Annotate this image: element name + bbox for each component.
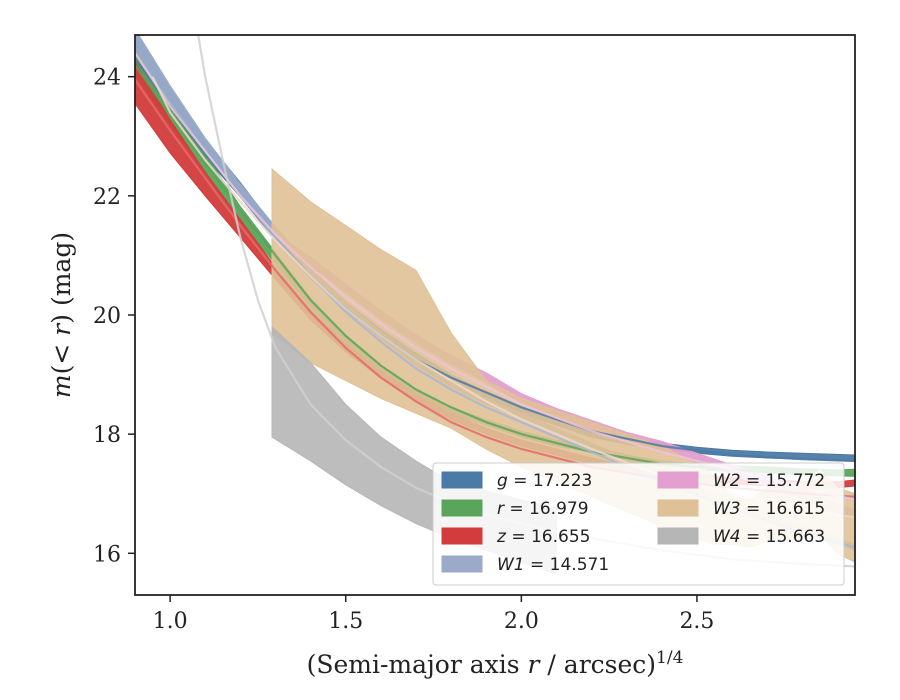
y-axis-label: m(< r) (mag) (47, 232, 76, 398)
legend-label-w2: W2 = 15.772 (713, 471, 825, 491)
y-tick-label: 18 (93, 423, 121, 448)
x-tick-label: 1.5 (328, 609, 363, 634)
legend: g = 17.223 r = 16.979 z = 16.655 W1 = 14.57… (432, 462, 845, 586)
legend-swatch-w3 (657, 499, 699, 517)
legend-swatch-z (441, 527, 483, 545)
x-axis-label: (Semi-major axis r / arcsec)1/4 (307, 648, 684, 679)
y-tick-label: 22 (93, 185, 121, 210)
y-tick-label: 24 (93, 66, 121, 91)
legend-swatch-w2 (657, 471, 699, 489)
legend-swatch-r (441, 499, 483, 517)
legend-label-w4: W4 = 15.663 (713, 527, 825, 547)
legend-swatch-g (441, 471, 483, 489)
legend-label-z: z = 16.655 (496, 527, 590, 547)
legend-label-r: r = 16.979 (497, 499, 589, 519)
y-tick-label: 20 (93, 304, 121, 329)
x-tick-label: 2.5 (679, 609, 714, 634)
x-tick-label: 2.0 (504, 609, 539, 634)
axis-ticks: 1.0 1.5 2.0 2.5 16 18 20 22 24 (93, 66, 714, 634)
legend-label-w3: W3 = 16.615 (713, 499, 825, 519)
legend-label-w1: W1 = 14.571 (497, 555, 609, 575)
y-tick-label: 16 (93, 542, 121, 567)
legend-box (432, 462, 845, 586)
legend-swatch-w1 (441, 555, 483, 573)
legend-swatch-w4 (657, 527, 699, 545)
x-tick-label: 1.0 (153, 609, 188, 634)
legend-label-g: g = 17.223 (497, 471, 592, 491)
